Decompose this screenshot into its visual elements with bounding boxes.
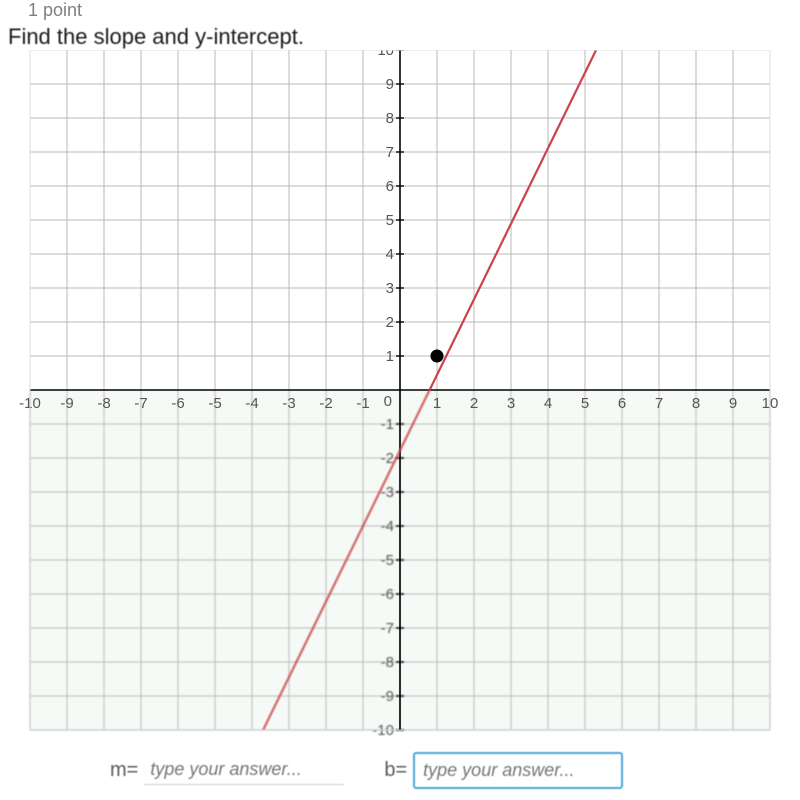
svg-text:2: 2 [386,314,394,331]
svg-text:-8: -8 [381,654,394,671]
svg-text:-2: -2 [319,395,332,412]
svg-text:-1: -1 [381,416,394,433]
svg-text:2: 2 [470,395,478,412]
slope-answer-group: m= [110,755,344,785]
intercept-answer-group: b= [384,752,623,789]
svg-text:-7: -7 [134,395,147,412]
svg-text:1: 1 [433,395,441,412]
svg-text:7: 7 [655,395,663,412]
svg-text:3: 3 [507,395,515,412]
svg-text:6: 6 [386,178,394,195]
svg-text:-6: -6 [171,395,184,412]
svg-text:6: 6 [618,395,626,412]
svg-text:-8: -8 [97,395,110,412]
svg-text:-4: -4 [245,395,258,412]
svg-text:-9: -9 [381,688,394,705]
svg-text:10: 10 [377,50,394,59]
svg-text:5: 5 [386,212,394,229]
points-label: 1 point [28,0,82,21]
svg-text:8: 8 [692,395,700,412]
svg-text:-5: -5 [381,552,394,569]
svg-text:5: 5 [581,395,589,412]
svg-text:1: 1 [386,348,394,365]
intercept-input[interactable] [413,752,623,789]
coordinate-graph: -10-9-8-7-6-5-4-3-2-10123456789101098765… [0,50,800,740]
intercept-label: b= [384,759,407,782]
svg-text:8: 8 [386,110,394,127]
slope-label: m= [110,759,138,782]
svg-text:9: 9 [729,395,737,412]
svg-text:-3: -3 [282,395,295,412]
svg-text:4: 4 [386,246,394,263]
svg-text:-9: -9 [60,395,73,412]
svg-text:-5: -5 [208,395,221,412]
svg-text:7: 7 [386,144,394,161]
svg-text:-1: -1 [356,395,369,412]
graph-svg: -10-9-8-7-6-5-4-3-2-10123456789101098765… [0,50,800,740]
svg-text:0: 0 [384,393,392,410]
svg-text:9: 9 [386,76,394,93]
answer-row: m= b= [0,748,800,792]
question-prompt: Find the slope and y-intercept. [8,24,304,50]
svg-text:-7: -7 [381,620,394,637]
svg-text:-6: -6 [381,586,394,603]
svg-text:3: 3 [386,280,394,297]
svg-text:-4: -4 [381,518,394,535]
slope-input[interactable] [144,755,344,785]
svg-text:4: 4 [544,395,552,412]
